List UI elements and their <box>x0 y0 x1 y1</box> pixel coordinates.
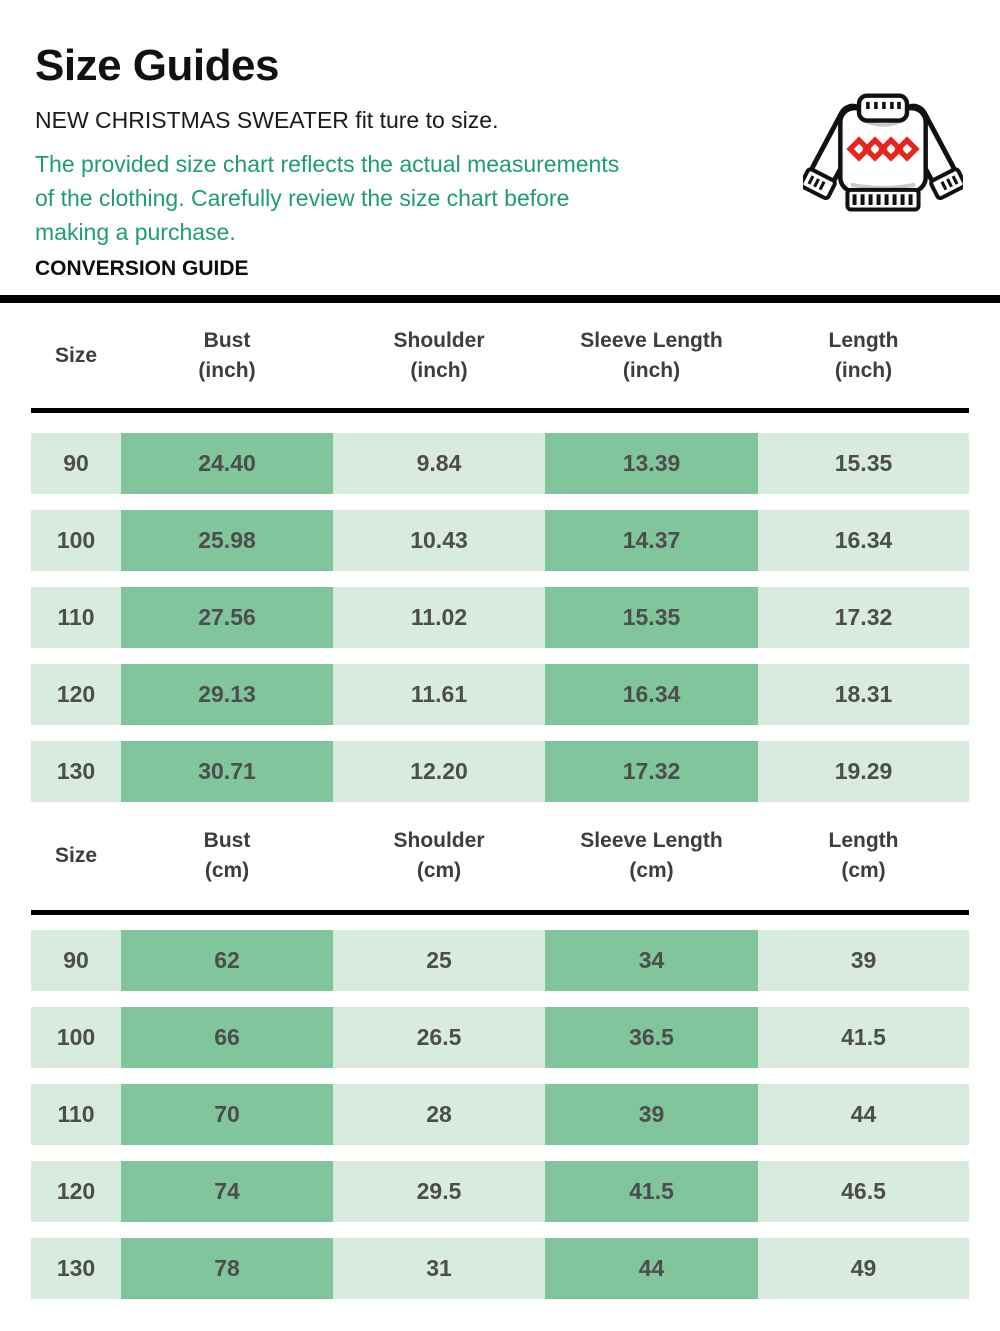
table-row: 130 30.71 12.20 17.32 19.29 <box>31 741 969 803</box>
value-cell: 17.32 <box>545 741 758 803</box>
value-cell: 16.34 <box>545 664 758 726</box>
size-cell: 100 <box>56 527 96 554</box>
value-cell: 34 <box>545 930 758 992</box>
size-cell: 130 <box>56 758 96 785</box>
note-line: The provided size chart reflects the act… <box>35 151 620 178</box>
value-cell: 49 <box>850 1255 877 1282</box>
size-cell: 110 <box>57 604 95 631</box>
note-line: making a purchase. <box>35 219 236 246</box>
table-header-row: Size Bust (inch) Shoulder (inch) Sleeve Lengt… <box>31 303 969 408</box>
column-header: Sleeve Length (inch) <box>580 328 723 382</box>
size-cell: 120 <box>56 1178 96 1205</box>
table-body: 90 24.40 9.84 13.39 15.35 100 25.98 10.43 14.37 1… <box>31 413 969 803</box>
column-header: Sleeve Length (cm) <box>580 829 723 883</box>
fit-subtitle: NEW CHRISTMAS SWEATER fit ture to size. <box>35 107 499 134</box>
table-row: 120 29.13 11.61 16.34 18.31 <box>31 664 969 726</box>
size-table-inch: Size Bust (inch) Shoulder (inch) Sleeve Lengt… <box>31 303 969 803</box>
column-header: Shoulder (inch) <box>393 328 485 382</box>
conversion-guide-label: CONVERSION GUIDE <box>35 257 249 281</box>
christmas-sweater-icon <box>803 93 963 212</box>
value-cell: 70 <box>121 1084 333 1146</box>
value-cell: 31 <box>426 1255 452 1282</box>
column-header: Size <box>54 844 98 868</box>
table-row: 130 78 31 44 49 <box>31 1238 969 1300</box>
value-cell: 41.5 <box>841 1024 886 1051</box>
value-cell: 13.39 <box>545 433 758 495</box>
column-header: Bust (inch) <box>198 328 256 382</box>
size-cell: 120 <box>56 681 96 708</box>
value-cell: 10.43 <box>410 527 468 554</box>
value-cell: 18.31 <box>834 681 893 708</box>
size-cell: 100 <box>56 1024 96 1051</box>
value-cell: 29.13 <box>121 664 333 726</box>
intro-section: Size Guides NEW CHRISTMAS SWEATER fit tu… <box>0 0 1000 282</box>
value-cell: 17.32 <box>834 604 893 631</box>
value-cell: 62 <box>121 930 333 992</box>
value-cell: 9.84 <box>416 450 462 477</box>
table-row: 110 70 28 39 44 <box>31 1084 969 1146</box>
value-cell: 27.56 <box>121 587 333 649</box>
value-cell: 30.71 <box>121 741 333 803</box>
header-rule <box>31 408 969 414</box>
table-row: 120 74 29.5 41.5 46.5 <box>31 1161 969 1223</box>
value-cell: 14.37 <box>545 510 758 572</box>
value-cell: 44 <box>850 1101 877 1128</box>
note-line: of the clothing. Carefully review the si… <box>35 185 570 212</box>
value-cell: 66 <box>121 1007 333 1069</box>
left-cuff <box>803 167 837 201</box>
value-cell: 25.98 <box>121 510 333 572</box>
right-cuff <box>929 167 963 201</box>
header-rule <box>31 910 969 916</box>
value-cell: 15.35 <box>545 587 758 649</box>
value-cell: 26.5 <box>416 1024 462 1051</box>
table-row: 90 62 25 34 39 <box>31 930 969 992</box>
column-header: Bust (cm) <box>203 829 251 883</box>
column-header: Size <box>54 343 98 367</box>
value-cell: 44 <box>545 1238 758 1300</box>
value-cell: 39 <box>545 1084 758 1146</box>
value-cell: 25 <box>426 947 452 974</box>
value-cell: 36.5 <box>545 1007 758 1069</box>
table-body: 90 62 25 34 39 100 66 26.5 36.5 41.5 110 70 28 39 44 12… <box>31 915 969 1300</box>
diamond-pattern <box>846 136 920 162</box>
table-row: 100 66 26.5 36.5 41.5 <box>31 1007 969 1069</box>
value-cell: 39 <box>850 947 877 974</box>
value-cell: 78 <box>121 1238 333 1300</box>
table-row: 110 27.56 11.02 15.35 17.32 <box>31 587 969 649</box>
column-header: Shoulder (cm) <box>393 829 485 883</box>
size-cell: 130 <box>56 1255 96 1282</box>
value-cell: 24.40 <box>121 433 333 495</box>
size-cell: 90 <box>63 947 89 974</box>
size-chart-note: The provided size chart reflects the act… <box>35 147 965 249</box>
value-cell: 46.5 <box>841 1178 886 1205</box>
page-title: Size Guides <box>35 41 279 90</box>
column-header: Length (inch) <box>828 328 899 382</box>
size-cell: 90 <box>63 450 89 477</box>
value-cell: 41.5 <box>545 1161 758 1223</box>
size-cell: 110 <box>57 1101 95 1128</box>
table-row: 100 25.98 10.43 14.37 16.34 <box>31 510 969 572</box>
value-cell: 29.5 <box>416 1178 462 1205</box>
size-table-cm: Size Bust (cm) Shoulder (cm) Sleeve Length (cm… <box>31 802 969 1300</box>
value-cell: 19.29 <box>834 758 893 785</box>
value-cell: 74 <box>121 1161 333 1223</box>
value-cell: 16.34 <box>834 527 893 554</box>
value-cell: 11.61 <box>410 681 468 708</box>
value-cell: 11.02 <box>410 604 468 631</box>
value-cell: 12.20 <box>410 758 468 785</box>
table-row: 90 24.40 9.84 13.39 15.35 <box>31 433 969 495</box>
value-cell: 28 <box>426 1101 452 1128</box>
table-header-row: Size Bust (cm) Shoulder (cm) Sleeve Length (cm… <box>31 802 969 910</box>
column-header: Length (cm) <box>828 829 899 883</box>
section-divider <box>0 295 1000 304</box>
value-cell: 15.35 <box>834 450 893 477</box>
